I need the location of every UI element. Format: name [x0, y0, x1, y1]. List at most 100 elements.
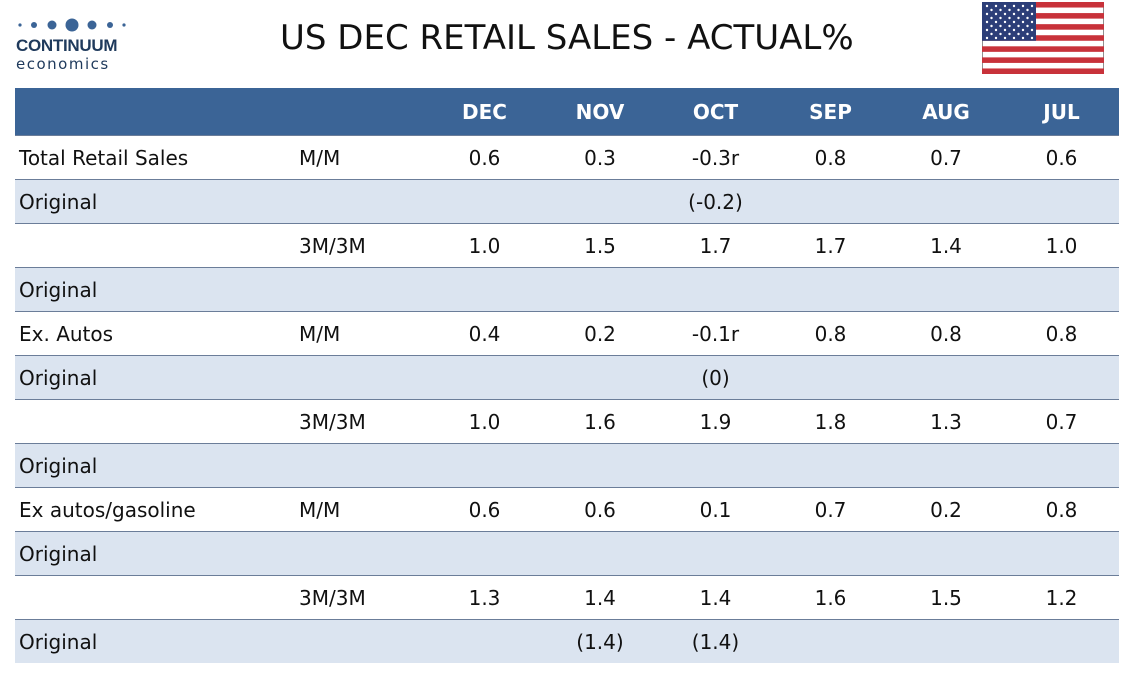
table-cell: 0.6 [427, 135, 542, 180]
column-header [15, 88, 285, 136]
table-row: Original (0) [15, 355, 1119, 400]
table-cell: 0.7 [1004, 399, 1119, 444]
table-cell [773, 531, 888, 576]
table-cell: 0.8 [773, 311, 888, 356]
table-cell [427, 531, 542, 576]
table-cell: 1.0 [1004, 223, 1119, 268]
row-label: Original [15, 619, 285, 663]
table-cell [888, 267, 1004, 312]
table-cell [427, 267, 542, 312]
row-label [15, 223, 285, 268]
table-cell [427, 443, 542, 488]
row-measure [285, 531, 427, 576]
table-cell [427, 619, 542, 663]
retail-sales-table: DEC NOV OCT SEP AUG JUL Total Retail Sal… [15, 88, 1119, 663]
table-cell [658, 531, 773, 576]
table-cell: 0.3 [542, 135, 658, 180]
table-cell: -0.3r [658, 135, 773, 180]
row-measure: M/M [285, 135, 427, 180]
table-cell [1004, 619, 1119, 663]
row-label: Original [15, 267, 285, 312]
row-measure: 3M/3M [285, 399, 427, 444]
table-body: Total Retail Sales M/M 0.6 0.3 -0.3r 0.8 0.7 0.… [15, 135, 1119, 663]
table-cell: 1.3 [888, 399, 1004, 444]
row-label: Total Retail Sales [15, 135, 285, 180]
page-title: US DEC RETAIL SALES - ACTUAL% [280, 18, 854, 58]
logo-subtitle: economics [16, 55, 110, 73]
table-cell [542, 267, 658, 312]
table-row: Total Retail Sales M/M 0.6 0.3 -0.3r 0.8 0.7 0.… [15, 135, 1119, 180]
table-cell [888, 355, 1004, 400]
row-measure [285, 619, 427, 663]
logo-dots-icon [18, 18, 126, 32]
table-row: Original [15, 267, 1119, 312]
table-cell: 1.6 [773, 575, 888, 620]
row-measure: M/M [285, 487, 427, 532]
table-cell [542, 531, 658, 576]
table-cell [773, 355, 888, 400]
column-header-dec: DEC [427, 88, 542, 136]
table-cell: 0.6 [427, 487, 542, 532]
table-cell [427, 355, 542, 400]
table-cell: 0.8 [773, 135, 888, 180]
table-cell: 0.8 [888, 311, 1004, 356]
table-row: Original (1.4) (1.4) [15, 619, 1119, 663]
table-cell: 1.4 [658, 575, 773, 620]
table-cell [773, 179, 888, 224]
table-cell: 0.1 [658, 487, 773, 532]
row-label: Ex. Autos [15, 311, 285, 356]
table-cell [773, 619, 888, 663]
table-cell: (-0.2) [658, 179, 773, 224]
table-cell: (1.4) [542, 619, 658, 663]
row-measure [285, 355, 427, 400]
table-cell [773, 443, 888, 488]
table-cell [888, 443, 1004, 488]
table-cell [888, 619, 1004, 663]
row-measure: M/M [285, 311, 427, 356]
table-cell [888, 179, 1004, 224]
table-cell: 1.7 [658, 223, 773, 268]
table-cell: 1.8 [773, 399, 888, 444]
table-row: 3M/3M 1.0 1.5 1.7 1.7 1.4 1.0 [15, 223, 1119, 268]
table-cell [888, 531, 1004, 576]
table-cell: 1.4 [542, 575, 658, 620]
table-header-row: DEC NOV OCT SEP AUG JUL [15, 88, 1119, 136]
row-measure [285, 267, 427, 312]
table-cell: 0.8 [1004, 311, 1119, 356]
table-cell: 1.5 [888, 575, 1004, 620]
table-cell: 0.2 [888, 487, 1004, 532]
table-cell: 0.8 [1004, 487, 1119, 532]
column-header-jul: JUL [1004, 88, 1119, 136]
table-cell: 0.4 [427, 311, 542, 356]
table-cell [658, 267, 773, 312]
table-cell: 0.6 [542, 487, 658, 532]
logo-name: CONTINUUM [16, 36, 118, 55]
continuum-logo: CONTINUUM economics [14, 14, 144, 76]
row-label: Original [15, 179, 285, 224]
table-cell: 1.0 [427, 399, 542, 444]
table-row: Ex autos/gasoline M/M 0.6 0.6 0.1 0.7 0.2 0.8 [15, 487, 1119, 532]
table-cell [542, 179, 658, 224]
table-cell [1004, 443, 1119, 488]
table-row: 3M/3M 1.3 1.4 1.4 1.6 1.5 1.2 [15, 575, 1119, 620]
row-label [15, 399, 285, 444]
table-cell: 1.3 [427, 575, 542, 620]
table-cell [1004, 267, 1119, 312]
row-label: Original [15, 531, 285, 576]
table-cell [1004, 355, 1119, 400]
row-measure: 3M/3M [285, 223, 427, 268]
table-cell: 0.6 [1004, 135, 1119, 180]
table-row: Original (-0.2) [15, 179, 1119, 224]
table-cell: 0.7 [773, 487, 888, 532]
table-cell [427, 179, 542, 224]
table-cell [658, 443, 773, 488]
table-cell [542, 443, 658, 488]
row-label: Original [15, 443, 285, 488]
table-cell: 0.2 [542, 311, 658, 356]
row-measure [285, 443, 427, 488]
row-label: Original [15, 355, 285, 400]
row-measure: 3M/3M [285, 575, 427, 620]
table-cell: 1.4 [888, 223, 1004, 268]
column-header-aug: AUG [888, 88, 1004, 136]
column-header-oct: OCT [658, 88, 773, 136]
